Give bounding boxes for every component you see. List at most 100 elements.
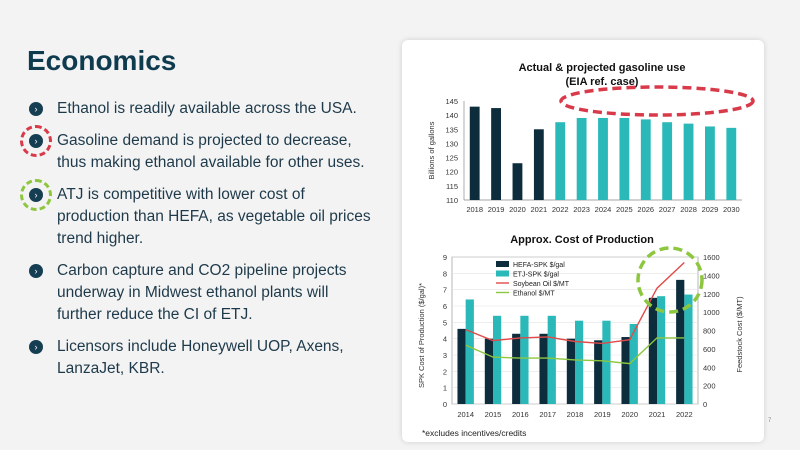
chart2-line-ethanol — [465, 337, 685, 365]
chart1-bar-projected — [576, 117, 587, 200]
chevron-right-icon: › — [29, 188, 43, 202]
chart2-bar-etj — [629, 323, 638, 404]
slide-title: Economics — [27, 45, 177, 76]
bullet-item: › ATJ is competitive with lower cost of … — [20, 179, 377, 250]
chart2-ytick: 2 — [443, 367, 447, 376]
chart1-xtick: 2026 — [637, 205, 654, 214]
chart2-bar-etj — [547, 315, 556, 404]
chart2-legend-swatch — [496, 270, 509, 277]
chart1-title: Actual & projected gasoline use — [519, 62, 686, 74]
chart2-ytick: 9 — [443, 253, 447, 262]
chart1-xtick: 2021 — [531, 205, 548, 214]
chart2-ytick: 0 — [443, 400, 447, 409]
chart2-bar-etj — [493, 315, 502, 404]
chart2-bar-etj — [657, 296, 666, 404]
chart2-ytick: 6 — [443, 302, 447, 311]
chart2-y2tick: 600 — [703, 345, 716, 354]
bullet-text: Licensors include Honeywell UOP, Axens, … — [57, 338, 344, 377]
chart1-bar-actual — [469, 106, 480, 200]
chart1-bar-projected — [619, 117, 630, 200]
chart2-bar-etj — [575, 320, 584, 404]
bullet-text: Gasoline demand is projected to decrease… — [57, 132, 365, 171]
chart2-bar-hefa — [539, 333, 548, 404]
chart2-bar-hefa — [457, 328, 466, 404]
chart-panel: Actual & projected gasoline use (EIA ref.… — [402, 40, 764, 442]
chart1-xtick: 2024 — [595, 205, 612, 214]
chart2-title: Approx. Cost of Production — [510, 234, 654, 246]
chart1-bar-projected — [555, 122, 566, 200]
chart2-legend-label: ETJ-SPK $/gal — [513, 272, 559, 279]
bullet-text: ATJ is competitive with lower cost of pr… — [57, 186, 371, 247]
chart2-xtick: 2022 — [676, 410, 693, 419]
chart1-ytick: 110 — [446, 196, 458, 205]
chart1-ytick: 130 — [445, 139, 458, 148]
chart2-bar-hefa — [648, 297, 657, 404]
page-number: 7 — [768, 418, 772, 424]
chart2-bar-hefa — [594, 340, 603, 404]
chart1-ytick: 140 — [445, 111, 458, 120]
chart2-y2tick: 1000 — [703, 308, 720, 317]
chart2-xtick: 2019 — [594, 410, 611, 419]
chart2-ytick: 4 — [443, 335, 447, 344]
chart2-bar-etj — [602, 320, 611, 404]
chevron-right-icon: › — [29, 264, 43, 278]
chart1-ytick: 120 — [445, 168, 458, 177]
chart2-bar-hefa — [621, 337, 630, 404]
chart1-ylabel: Billions of gallons — [427, 121, 436, 179]
chart2-bar-hefa — [676, 279, 685, 404]
chart2-bar-hefa — [484, 338, 493, 404]
chart2-xtick: 2016 — [512, 410, 529, 419]
chart2-ytick: 5 — [443, 318, 447, 327]
chart1-red-highlight-ellipse — [559, 85, 755, 117]
chart1-xtick: 2028 — [680, 205, 697, 214]
chart2-y2tick: 400 — [703, 363, 716, 372]
chart2-xtick: 2017 — [539, 410, 556, 419]
chart2-y2tick: 800 — [703, 327, 716, 336]
chart2-ytick: 1 — [443, 384, 447, 393]
chart2-y2label: Feedstock Cost ($/MT) — [735, 296, 744, 373]
chart2-legend-label: HEFA-SPK $/gal — [513, 262, 565, 269]
chevron-right-icon: › — [29, 134, 43, 148]
chart2-xtick: 2015 — [485, 410, 502, 419]
chart1-bar-projected — [640, 119, 651, 200]
chart2-ytick: 7 — [443, 286, 447, 295]
footnote: *excludes incentives/credits — [422, 428, 527, 438]
chart2-legend-swatch — [496, 261, 509, 267]
chart2-ytick: 3 — [443, 351, 447, 360]
chevron-right-icon: › — [29, 340, 43, 354]
chart1-xtick: 2027 — [659, 205, 676, 214]
chart2-bar-etj — [684, 294, 693, 404]
chart1-bar-projected — [683, 123, 694, 200]
chart2-ylabel: SPK Cost of Production ($/gal)* — [417, 283, 426, 388]
red-dashed-ring-icon — [20, 125, 52, 157]
chart2-green-highlight-circle — [636, 246, 704, 314]
chart1-xtick: 2020 — [509, 205, 526, 214]
chart1-bar-projected — [598, 117, 608, 200]
chart1-ytick: 125 — [445, 154, 458, 163]
chevron-right-icon: › — [29, 102, 43, 116]
chart1-xtick: 2018 — [466, 205, 483, 214]
chart2-bar-etj — [520, 315, 529, 404]
chart1-xtick: 2022 — [552, 205, 569, 214]
bullet-text: Carbon capture and CO2 pipeline projects… — [57, 262, 347, 323]
chart2-xtick: 2021 — [649, 410, 666, 419]
chart2-y2tick: 1200 — [703, 290, 720, 299]
chart1-bar-projected — [705, 126, 715, 200]
bullet-item: › Gasoline demand is projected to decrea… — [20, 125, 377, 174]
chart2-y2tick: 1600 — [703, 253, 720, 262]
chart1-bar-projected — [726, 127, 737, 200]
chart2-ytick: 8 — [443, 269, 447, 278]
bullet-list: › Ethanol is readily available across th… — [20, 98, 377, 390]
chart1-xtick: 2019 — [488, 205, 505, 214]
chart2-xtick: 2020 — [621, 410, 638, 419]
chart1-bar-actual — [533, 129, 544, 200]
chart1-bar-projected — [662, 122, 673, 200]
chart2-xtick: 2018 — [567, 410, 584, 419]
chart1-ytick: 145 — [445, 97, 458, 106]
chart1-xtick: 2025 — [616, 205, 633, 214]
bullet-item: › Carbon capture and CO2 pipeline projec… — [27, 260, 377, 326]
green-dashed-ring-icon — [20, 179, 52, 211]
bullet-item: › Ethanol is readily available across th… — [27, 98, 377, 120]
chart1-bar-actual — [491, 108, 501, 200]
chart2-bar-hefa — [566, 338, 575, 404]
